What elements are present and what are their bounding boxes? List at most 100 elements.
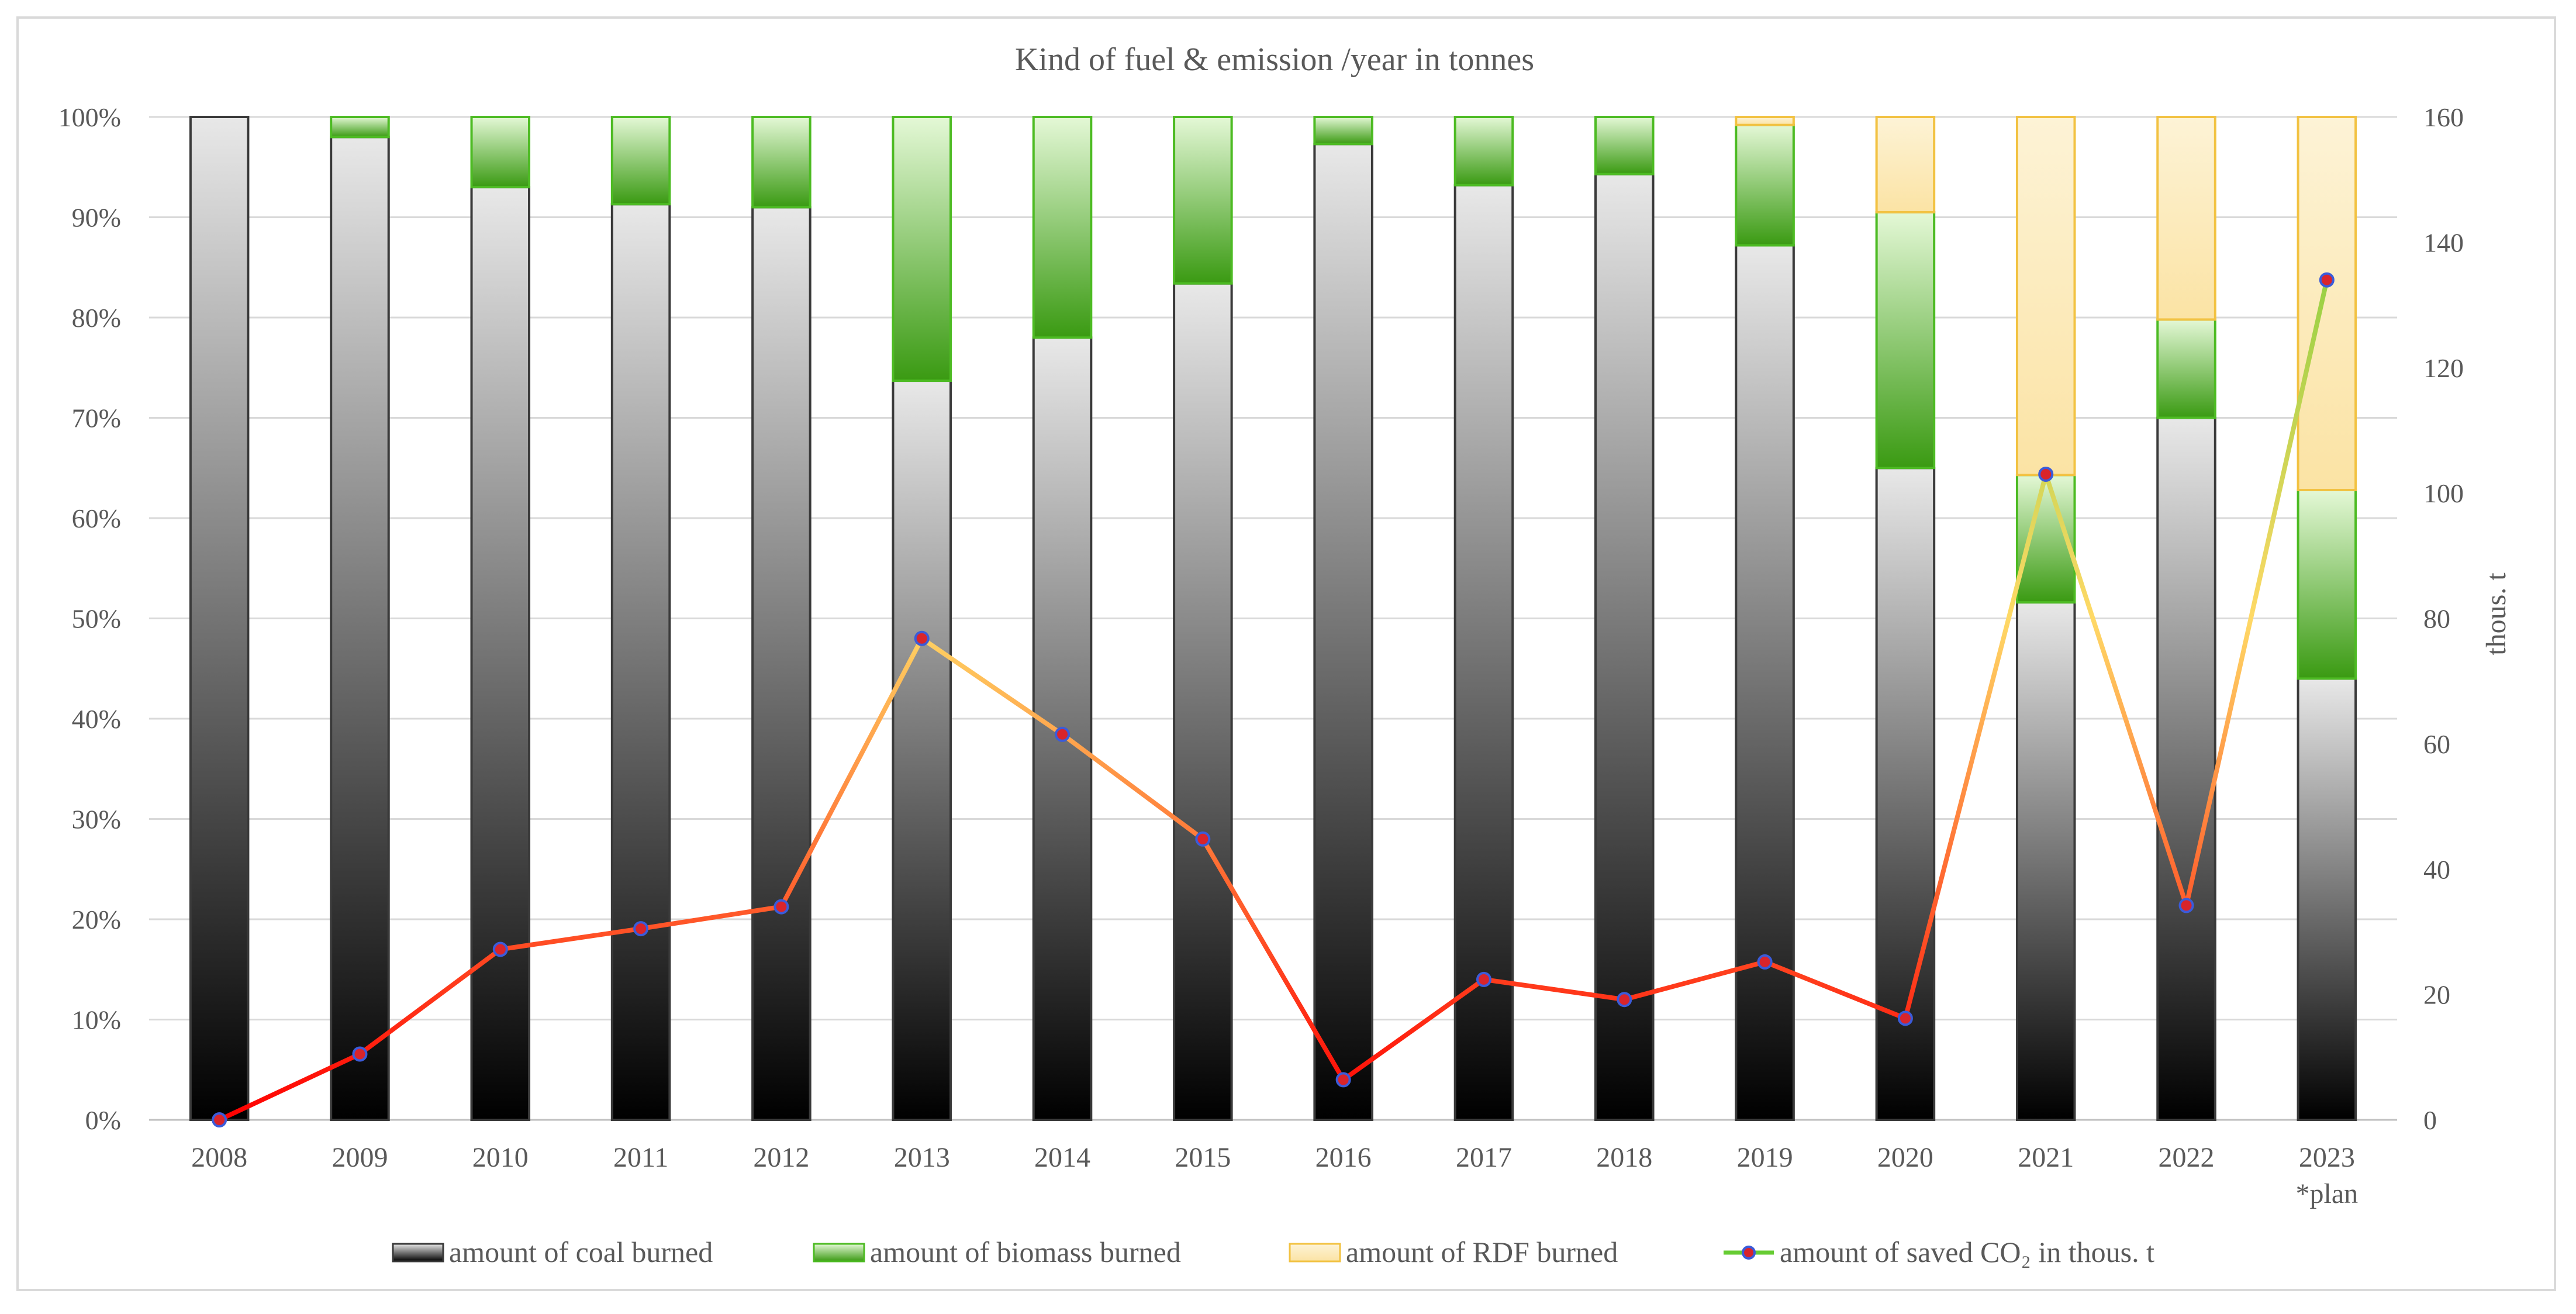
co2-point [492,941,508,957]
bar-biomass [470,116,531,189]
y2-tick-label: 60 [2423,729,2450,759]
y-tick-label: 80% [72,303,121,333]
bar-coal [892,380,952,1121]
legend-swatch-rdf [1289,1243,1341,1263]
y2-tick-label: 140 [2423,227,2464,257]
bar-biomass [1313,116,1373,146]
legend-label-biomass: amount of biomass burned [870,1236,1181,1268]
co2-point [2178,898,2194,913]
y2-tick-label: 120 [2423,353,2464,383]
x-tick-label: 2016 [1315,1142,1372,1173]
bar-biomass [330,116,390,139]
bar-biomass [1875,211,1936,470]
x-tick-label: 2012 [753,1142,809,1173]
y-tick-label: 70% [72,403,121,433]
bar-biomass [1735,123,1795,247]
x-tick-label: 2014 [1034,1142,1090,1173]
y-tick-label: 60% [72,503,121,533]
bar-biomass [1032,116,1093,339]
legend-swatch-biomass [813,1243,865,1263]
co2-point [2038,466,2054,482]
co2-line [218,279,2329,1122]
bar-coal [2297,677,2357,1121]
co2-point [1617,992,1632,1008]
legend-label-rdf: amount of RDF burned [1346,1236,1618,1268]
x-tick-label: 2010 [472,1142,529,1173]
bar-coal [330,136,390,1121]
y-tick-label: 50% [72,604,121,634]
x-tick-label: 2013 [894,1142,950,1173]
saved-co2-line [212,272,2335,1127]
co2-point [212,1112,227,1127]
co2-point [1195,831,1211,847]
y2-tick-label: 100 [2423,478,2464,508]
bar-biomass [610,116,671,206]
bar-biomass [751,116,812,209]
co2-point [1476,971,1491,987]
bar-rdf [2297,116,2357,491]
chart-frame [16,16,2556,1291]
bar-coal [1173,282,1233,1122]
y-tick-label: 90% [72,203,121,233]
bar-biomass [1453,116,1514,187]
co2-point [914,630,930,646]
y2-tick-label: 160 [2423,102,2464,132]
bar-rdf [2015,116,2076,477]
bar-coal [1313,143,1373,1121]
x-tick-label: 2019 [1737,1142,1793,1173]
bar-coal [751,206,812,1122]
x-tick-note: *plan [2296,1178,2359,1209]
legend-marker-co2 [1742,1246,1756,1260]
x-tick-label: 2017 [1456,1142,1512,1173]
y2-tick-label: 80 [2423,604,2450,634]
bar-coal [470,186,531,1121]
chart-title: Kind of fuel & emission /year in tonnes [1015,42,1534,78]
bar-biomass [2297,488,2357,680]
bar-coal [189,116,250,1121]
bar-coal [2015,601,2076,1122]
bar-coal [2156,416,2216,1121]
y-axis-left: 0% 10% 20% 30% 40% 50% 60% 70% 80% 90% 100% [58,102,121,1135]
legend-swatch-coal [392,1243,444,1263]
bar-coal [1735,244,1795,1121]
x-tick-label: 2022 [2159,1142,2215,1173]
y-tick-label: 40% [72,704,121,734]
bar-biomass [2156,318,2216,419]
x-tick-label: 2021 [2018,1142,2074,1173]
bar-coal [610,203,671,1122]
co2-point [2319,272,2335,288]
co2-point [352,1046,368,1062]
y2-tick-label: 40 [2423,854,2450,884]
bar-coal [1453,184,1514,1121]
co2-point [1335,1072,1351,1088]
bar-rdf [1875,116,1936,213]
co2-point [1897,1010,1913,1026]
x-tick-label: 2023 [2299,1142,2355,1173]
y-axis-right: 0 20 40 60 80 100 120 140 160 [2423,102,2464,1135]
bar-rdf [2156,116,2216,321]
bar-biomass [1173,116,1233,285]
legend: amount of coal burned amount of biomass … [392,1236,2154,1268]
y2-tick-label: 0 [2423,1105,2437,1135]
x-tick-label: 2008 [191,1142,247,1173]
x-tick-label: 2020 [1877,1142,1933,1173]
bar-biomass [1594,116,1655,175]
x-tick-label: 2018 [1596,1142,1652,1173]
bar-coal [1594,173,1655,1121]
y-tick-label: 10% [72,1005,121,1035]
y-tick-label: 20% [72,905,121,934]
y2-axis-label: thous. t [2481,572,2512,656]
co2-point [774,899,789,915]
bar-biomass [892,116,952,382]
x-tick-label: 2015 [1175,1142,1231,1173]
y-tick-label: 0% [85,1105,121,1135]
x-axis: 2008 2009 2010 2011 2012 2013 2014 2015 2016 2017… [191,1142,2358,1209]
co2-point [1757,954,1773,970]
y2-tick-label: 20 [2423,980,2450,1010]
x-tick-label: 2011 [613,1142,668,1173]
y-tick-label: 30% [72,805,121,834]
x-tick-label: 2009 [332,1142,388,1173]
y-tick-label: 100% [58,102,121,132]
bar-rdf [1735,116,1795,126]
